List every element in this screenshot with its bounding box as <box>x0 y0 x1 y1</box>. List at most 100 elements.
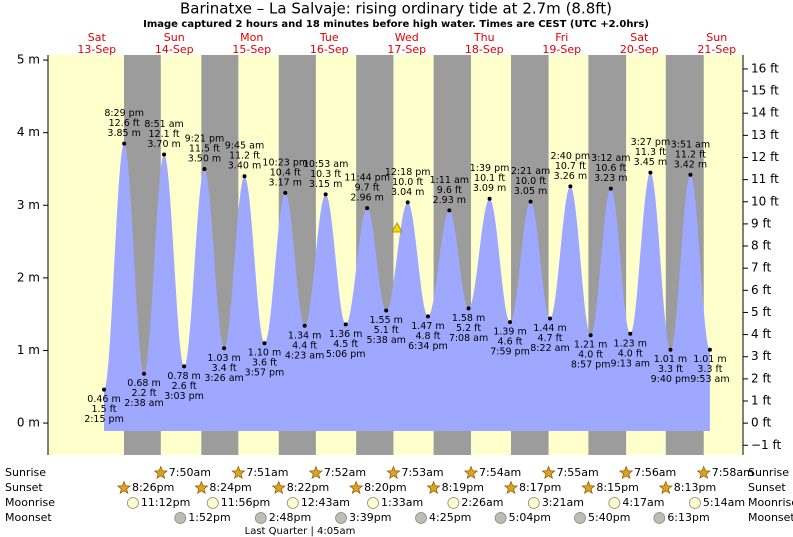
sunset-icon <box>116 480 132 495</box>
tide-point <box>688 172 693 177</box>
sunrise-icon <box>386 465 401 480</box>
tide-label: 3:12 am <box>591 153 630 164</box>
day-name: Thu <box>473 31 495 44</box>
moonrise-time: 11:56pm <box>221 496 270 509</box>
tide-label: 10:23 pm <box>262 157 308 168</box>
row-label: Sunrise <box>5 466 46 479</box>
tide-label: 3:27 pm <box>631 137 671 148</box>
tide-label: 9.6 ft <box>437 185 462 196</box>
tide-point <box>528 199 533 204</box>
tide-label: 1:39 pm <box>470 163 510 174</box>
sunset-time: 8:13pm <box>674 481 716 494</box>
moonrise-icon <box>688 497 701 509</box>
moonrise-time: 12:43am <box>301 496 350 509</box>
tide-point <box>102 387 107 392</box>
tide-label: 2:40 pm <box>551 151 591 162</box>
tide-label: 8:57 pm <box>571 360 611 371</box>
row-label: Moonrise <box>748 496 793 509</box>
tide-point <box>122 141 127 146</box>
tide-point <box>628 331 633 336</box>
tide-point <box>365 206 370 211</box>
day-date: 15-Sep <box>232 43 271 56</box>
tide-label: 10.3 ft <box>310 169 341 180</box>
moonset-time: 6:13pm <box>667 511 709 524</box>
chart-title: Barinatxe – La Salvaje: rising ordinary … <box>180 0 612 18</box>
tide-label: 3.40 m <box>228 161 261 172</box>
tide-label: 8:51 am <box>144 119 183 130</box>
tide-label: 3.05 m <box>514 186 547 197</box>
y2-tick-label: 10 ft <box>751 194 779 208</box>
sunset-time: 8:17pm <box>519 481 561 494</box>
tide-point <box>568 184 573 189</box>
moonrise-icon <box>367 497 379 509</box>
tide-label: 11.2 ft <box>229 151 260 162</box>
tide-area <box>104 143 710 432</box>
tide-label: 5.2 ft <box>456 323 481 334</box>
tide-point <box>242 174 247 179</box>
moonrise-icon <box>127 497 139 509</box>
tide-point <box>608 186 613 191</box>
moonset-time: 1:52pm <box>188 511 230 524</box>
sunrise-time: 7:56am <box>634 466 676 479</box>
y2-tick-label: 13 ft <box>751 128 779 142</box>
moonrise-time: 5:14am <box>703 496 745 509</box>
tide-point <box>142 371 147 376</box>
y-tick-label: 5 m <box>17 53 40 67</box>
y-tick-label: 3 m <box>17 198 40 212</box>
tide-label: 12:18 pm <box>385 167 431 178</box>
y2-tick-label: 12 ft <box>751 150 779 164</box>
row-label: Moonset <box>5 511 52 524</box>
tide-label: 9:53 am <box>690 374 729 385</box>
y2-tick-label: 1 ft <box>751 393 771 407</box>
tide-label: 7:08 am <box>449 333 488 344</box>
moonset-icon <box>415 512 427 524</box>
tide-label: 2.2 ft <box>131 388 156 399</box>
tide-label: 8:29 pm <box>104 108 144 119</box>
y2-tick-label: 16 ft <box>751 61 779 75</box>
tide-label: 2:38 am <box>124 398 163 409</box>
day-name: Sun <box>164 31 185 44</box>
tide-label: 3:03 pm <box>164 391 204 402</box>
moonset-time: 2:48pm <box>269 511 311 524</box>
tide-label: 3.70 m <box>147 139 180 150</box>
sunrise-icon <box>696 465 711 480</box>
y2-tick-label: 6 ft <box>751 283 771 297</box>
tide-label: 3.50 m <box>188 153 221 164</box>
sunrise-time: 7:52am <box>324 466 366 479</box>
tide-label: 0.68 m <box>127 378 160 389</box>
tide-label: 1.34 m <box>288 330 321 341</box>
tide-label: 2.93 m <box>433 195 466 206</box>
y2-tick-label: −1 ft <box>751 438 782 452</box>
tide-point <box>425 314 430 319</box>
moonset-icon <box>254 512 267 524</box>
tide-label: 0.78 m <box>167 371 200 382</box>
sunset-icon <box>271 480 286 495</box>
tide-label: 11.5 ft <box>189 143 220 154</box>
day-date: 14-Sep <box>155 43 194 56</box>
tide-label: 3.17 m <box>269 177 302 188</box>
day-name: Fri <box>555 31 568 44</box>
tide-label: 1.10 m <box>248 348 281 359</box>
sunset-time: 8:22pm <box>287 481 329 494</box>
moonrise-icon <box>527 497 540 509</box>
sunrise-time: 7:54am <box>479 466 521 479</box>
tide-label: 8:22 am <box>530 343 569 354</box>
day-date: 13-Sep <box>77 43 116 56</box>
tide-label: 4.0 ft <box>618 348 643 359</box>
tide-point <box>182 364 187 369</box>
tide-point <box>548 316 553 321</box>
tide-point <box>707 347 712 352</box>
y-tick-label: 1 m <box>17 343 40 357</box>
tide-label: 1.03 m <box>207 353 240 364</box>
tide-label: 10:53 am <box>303 159 348 170</box>
tide-label: 3.3 ft <box>658 364 683 375</box>
tide-point <box>668 347 673 352</box>
tide-point <box>283 190 288 195</box>
y2-tick-label: 9 ft <box>751 216 771 230</box>
tide-label: 6:34 pm <box>408 341 448 352</box>
row-label: Moonrise <box>5 496 55 509</box>
tide-label: 3.15 m <box>309 179 342 190</box>
tide-label: 9:13 am <box>611 358 650 369</box>
moonrise-icon <box>206 497 219 509</box>
day-date: 16-Sep <box>310 43 349 56</box>
